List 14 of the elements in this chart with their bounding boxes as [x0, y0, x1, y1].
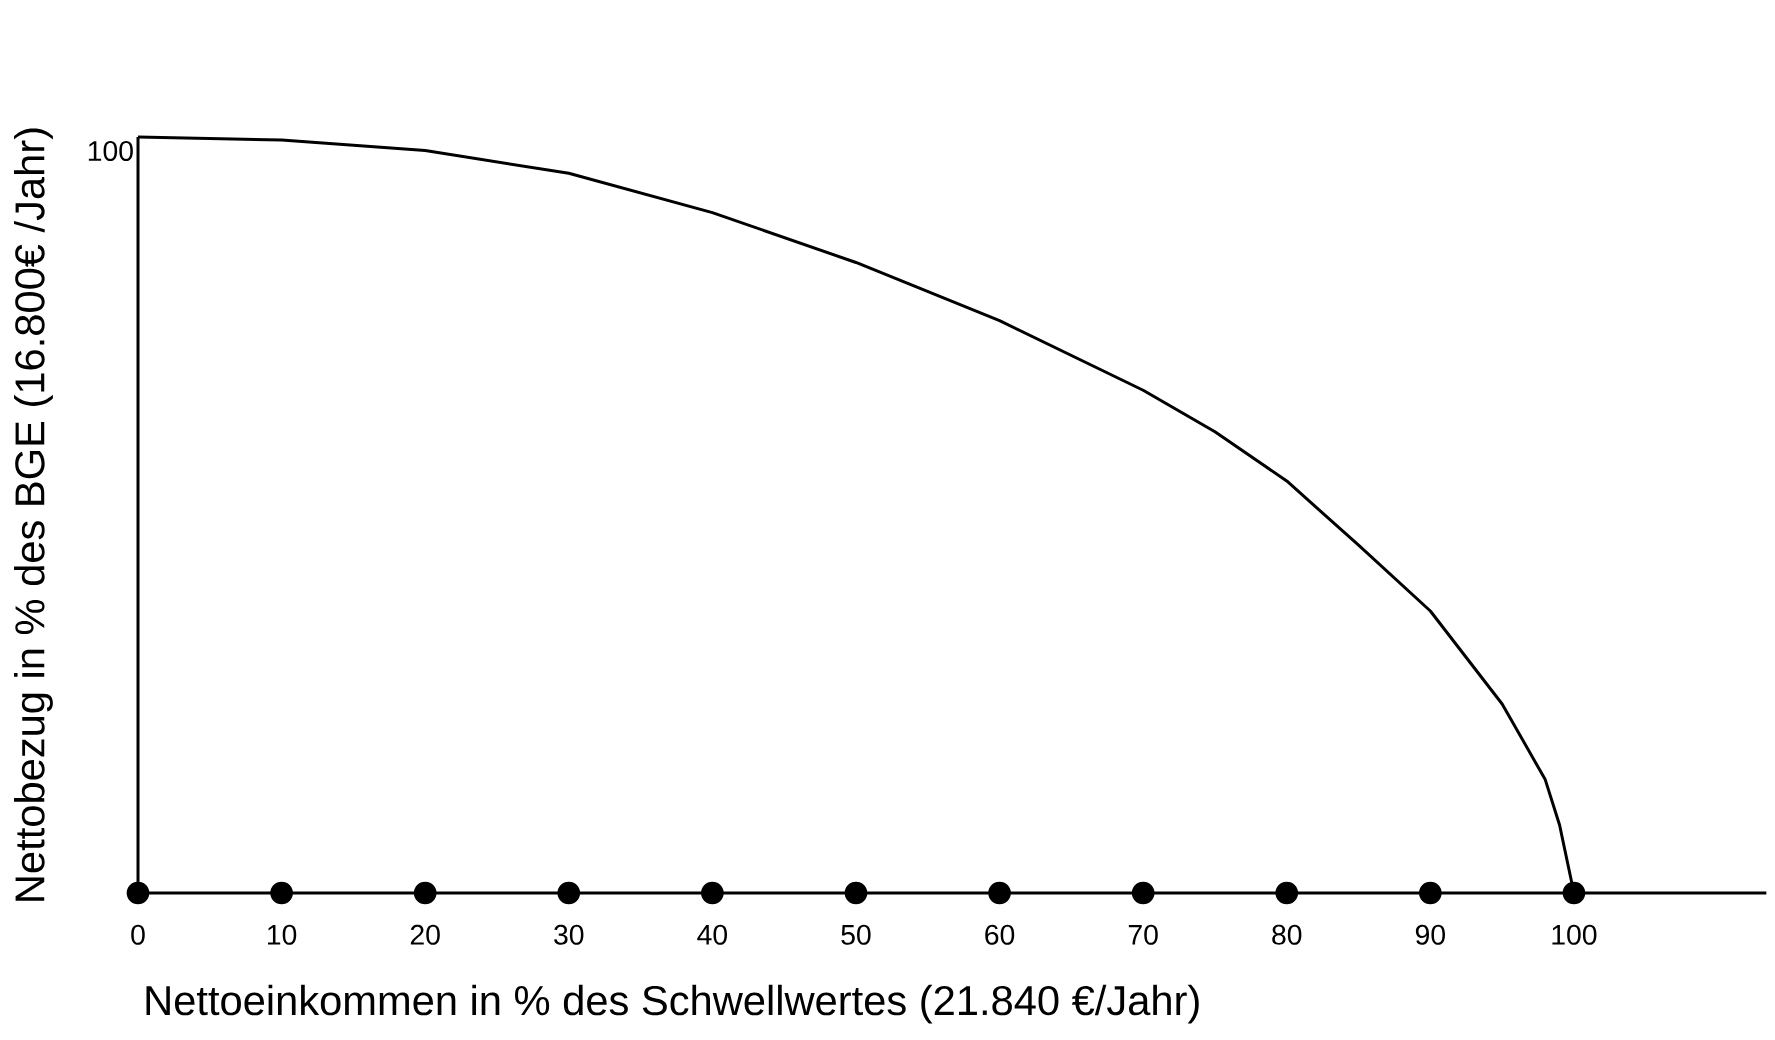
annotation: 100 — [88, 141, 133, 162]
x-tick-label: 20 — [410, 924, 440, 945]
x-tick-label: 100 — [1552, 924, 1597, 945]
x-tick-label: 30 — [554, 924, 584, 945]
x-tick-label: 50 — [841, 924, 871, 945]
x-tick-label: 80 — [1272, 924, 1302, 945]
x-tick-label: 90 — [1415, 924, 1445, 945]
x-tick-label: 0 — [131, 924, 145, 945]
x-tick-label: 70 — [1128, 924, 1158, 945]
x-axis-title: Nettoeinkommen in % des Schwellwertes (21.840 €/Jahr) — [146, 984, 1199, 1024]
x-tick-label: 60 — [985, 924, 1015, 945]
x-tick-label: 40 — [697, 924, 728, 945]
y-axis-title: Nettobezug in % des BGE (16.800€ /Jahr) — [14, 128, 53, 901]
x-tick-label: 10 — [267, 924, 297, 945]
